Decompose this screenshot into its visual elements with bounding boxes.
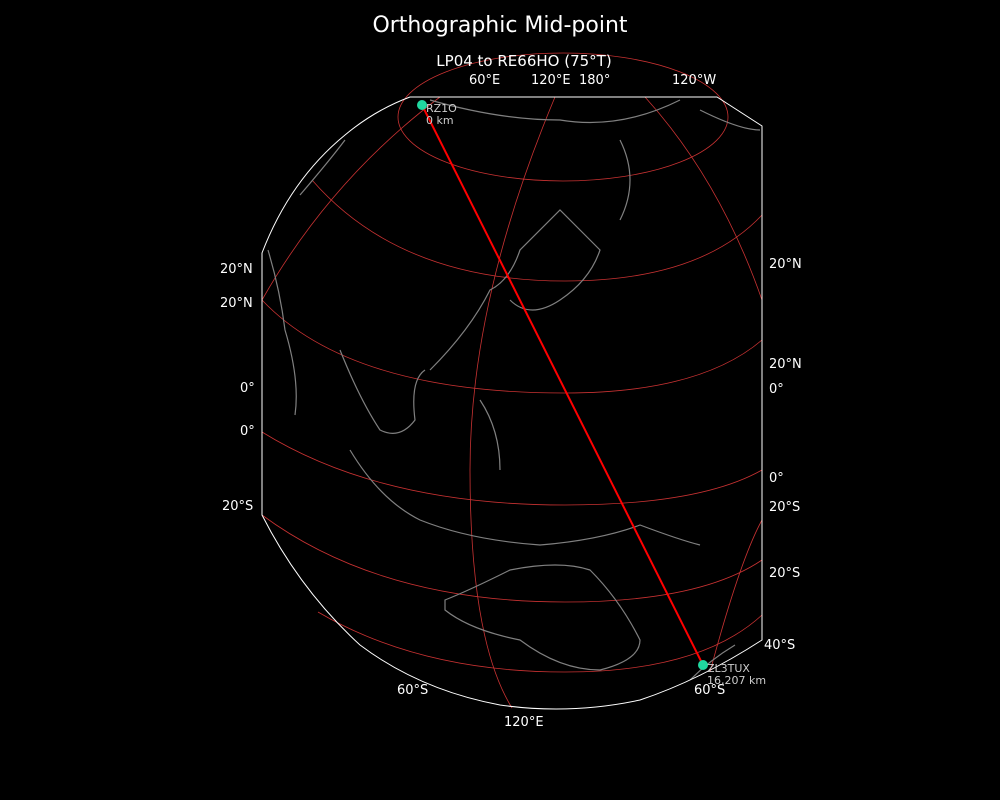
tick-label-left: 20°N xyxy=(220,262,253,277)
tick-label-top: 120°W xyxy=(672,73,717,88)
coastline-australia xyxy=(444,564,641,671)
tick-label-right: 20°N xyxy=(769,357,802,372)
tick-label-right: 0° xyxy=(769,471,784,486)
station-label-end: ZL3TUX xyxy=(707,662,750,675)
tick-label-top: 120°E xyxy=(531,73,571,88)
tick-label-right: 0° xyxy=(769,382,784,397)
great-circle-path xyxy=(421,104,704,666)
tick-label-left: 20°N xyxy=(220,296,253,311)
chart-title: Orthographic Mid-point xyxy=(372,13,628,38)
latitude-line xyxy=(261,514,763,603)
graticule xyxy=(261,52,763,709)
station-distance-end: 16,207 km xyxy=(707,674,767,687)
tick-label-left: 20°S xyxy=(222,499,254,514)
station-marker-end[interactable] xyxy=(698,660,708,670)
longitude-line xyxy=(644,96,763,301)
tick-label-top: 60°E xyxy=(469,73,501,88)
coastline xyxy=(267,139,701,546)
longitude-line xyxy=(469,96,556,709)
tick-label-right: 40°S xyxy=(764,638,796,653)
tick-label-bottom: 120°E xyxy=(504,715,544,730)
station-marker-start[interactable] xyxy=(417,100,427,110)
station-distance-start: 0 km xyxy=(426,114,454,127)
station-label-start: RZ1O xyxy=(426,102,457,115)
tick-label-right: 20°N xyxy=(769,257,802,272)
tick-label-right: 20°S xyxy=(769,500,801,515)
chart-subtitle: LP04 to RE66HO (75°T) xyxy=(436,52,612,70)
tick-label-right: 20°S xyxy=(769,566,801,581)
coastline-north xyxy=(429,99,761,221)
tick-label-bottom: 60°S xyxy=(397,683,429,698)
longitude-line xyxy=(261,96,441,301)
latitude-line xyxy=(311,179,763,282)
latitude-line xyxy=(261,431,763,506)
map-boundary xyxy=(261,96,763,710)
tick-label-top: 180° xyxy=(579,73,611,88)
tick-label-left: 0° xyxy=(240,424,255,439)
coastline-new-zealand xyxy=(689,644,736,681)
longitude-line xyxy=(709,519,763,673)
latitude-line xyxy=(261,299,763,394)
latitude-line xyxy=(397,52,729,182)
tick-label-left: 0° xyxy=(240,381,255,396)
coastlines xyxy=(267,99,761,681)
latitude-line xyxy=(317,611,763,673)
tick-label-bottom: 60°S xyxy=(694,683,726,698)
